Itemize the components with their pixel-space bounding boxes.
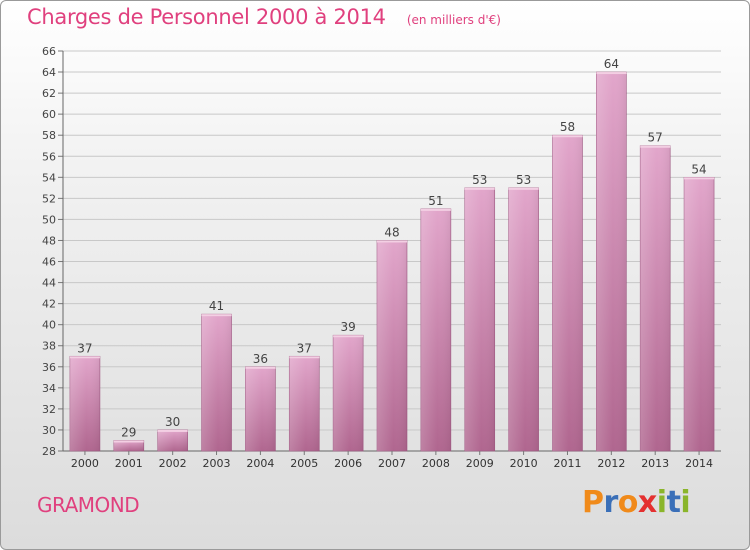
data-label: 37 xyxy=(77,341,92,355)
data-label: 53 xyxy=(472,173,487,187)
bar-top-highlight xyxy=(640,145,671,148)
x-tick-label: 2003 xyxy=(203,457,231,470)
title-row: Charges de Personnel 2000 à 2014 (en mil… xyxy=(27,5,501,29)
y-tick-label: 54 xyxy=(42,171,56,184)
y-tick-label: 52 xyxy=(42,192,56,205)
y-tick-label: 30 xyxy=(42,424,56,437)
y-tick-label: 48 xyxy=(42,234,56,247)
x-tick-label: 2012 xyxy=(597,457,625,470)
y-tick-label: 44 xyxy=(42,277,56,290)
bar-shading xyxy=(596,72,627,451)
brand-logo-letter: i xyxy=(680,485,691,520)
x-tick-label: 2007 xyxy=(378,457,406,470)
x-tick-label: 2006 xyxy=(334,457,362,470)
bar-top-highlight xyxy=(245,366,276,369)
y-tick-labels: 28 30 32 34 36 38 40 42 44 46 48 50 52 54 56 58 60 62 64 66 xyxy=(42,45,56,458)
x-tick-label: 2010 xyxy=(510,457,538,470)
bar-top-highlight xyxy=(508,187,539,190)
y-tick-label: 38 xyxy=(42,340,56,353)
bar-top-highlight xyxy=(596,72,627,75)
bar-top-highlight xyxy=(201,314,232,317)
data-label: 30 xyxy=(165,415,180,429)
y-tick-label: 34 xyxy=(42,382,56,395)
x-tick-label: 2005 xyxy=(290,457,318,470)
y-tick-label: 40 xyxy=(42,319,56,332)
bar-top-highlight xyxy=(333,335,364,338)
bar-shading xyxy=(69,356,100,451)
brand-logo-letter: t xyxy=(666,485,681,520)
bar-shading xyxy=(157,429,188,451)
bar-top-highlight xyxy=(113,440,144,443)
bar-shading xyxy=(464,187,495,451)
bar-shading xyxy=(201,314,232,451)
y-tick-label: 50 xyxy=(42,213,56,226)
x-tick-label: 2013 xyxy=(641,457,669,470)
x-tick-labels: 2000 2001 2002 2003 2004 2005 2006 2007 2008 2009… xyxy=(71,451,713,470)
bar-top-highlight xyxy=(157,429,188,432)
chart-subtitle: (en milliers d'€) xyxy=(406,13,501,27)
bar-shading xyxy=(333,335,364,451)
data-label: 53 xyxy=(516,173,531,187)
x-tick-label: 2011 xyxy=(553,457,581,470)
bar-shading xyxy=(289,356,320,451)
data-label: 54 xyxy=(691,162,706,176)
x-tick-label: 2002 xyxy=(159,457,187,470)
bar-shading xyxy=(113,440,144,451)
x-tick-label: 2009 xyxy=(466,457,494,470)
y-tick-label: 32 xyxy=(42,403,56,416)
y-tick-label: 36 xyxy=(42,361,56,374)
data-label: 41 xyxy=(209,299,224,313)
data-label: 29 xyxy=(121,425,136,439)
y-tick-label: 60 xyxy=(42,108,56,121)
x-tick-label: 2014 xyxy=(685,457,713,470)
y-tick-label: 46 xyxy=(42,256,56,269)
data-label: 48 xyxy=(384,225,399,239)
brand-logo-letter: r xyxy=(603,485,619,520)
bar-shading xyxy=(552,135,583,452)
y-tick-label: 62 xyxy=(42,87,56,100)
data-label: 64 xyxy=(604,57,619,71)
place-name: GRAMOND xyxy=(37,493,140,517)
brand-logo-letter: x xyxy=(637,485,657,520)
x-tick-label: 2000 xyxy=(71,457,99,470)
data-label: 37 xyxy=(297,341,312,355)
brand-logo-letter: o xyxy=(617,485,639,520)
bar-shading xyxy=(245,366,276,451)
data-labels: 37 29 30 41 36 37 39 48 51 53 53 58 64 57 54 xyxy=(77,57,706,439)
bar-top-highlight xyxy=(420,208,451,211)
y-tick-label: 42 xyxy=(42,298,56,311)
data-label: 57 xyxy=(648,131,663,145)
y-tick-label: 58 xyxy=(42,129,56,142)
data-label: 58 xyxy=(560,120,575,134)
bar-shading xyxy=(377,240,407,451)
x-tick-label: 2004 xyxy=(246,457,274,470)
data-label: 39 xyxy=(340,320,355,334)
brand-logo-letter: i xyxy=(656,485,667,520)
bar-shading xyxy=(684,177,715,451)
y-tick-label: 56 xyxy=(42,150,56,163)
bar-shading xyxy=(640,145,671,451)
y-tick-label: 66 xyxy=(42,45,56,58)
bar-top-highlight xyxy=(552,135,583,138)
bar-top-highlight xyxy=(69,356,100,359)
bar-shading xyxy=(508,187,539,451)
bar-shading xyxy=(420,208,451,451)
x-tick-label: 2001 xyxy=(115,457,143,470)
bars xyxy=(69,71,715,452)
bar-top-highlight xyxy=(289,356,320,359)
chart-title: Charges de Personnel 2000 à 2014 xyxy=(27,5,386,29)
x-tick-label: 2008 xyxy=(422,457,450,470)
data-label: 36 xyxy=(253,352,268,366)
data-label: 51 xyxy=(428,194,443,208)
bar-top-highlight xyxy=(464,187,495,190)
bar-top-highlight xyxy=(684,177,715,180)
y-tick-label: 64 xyxy=(42,66,56,79)
brand-logo-letter: P xyxy=(582,485,604,520)
bar-top-highlight xyxy=(377,240,407,243)
y-tick-label: 28 xyxy=(42,445,56,458)
brand-logo: Proxiti xyxy=(582,485,691,520)
